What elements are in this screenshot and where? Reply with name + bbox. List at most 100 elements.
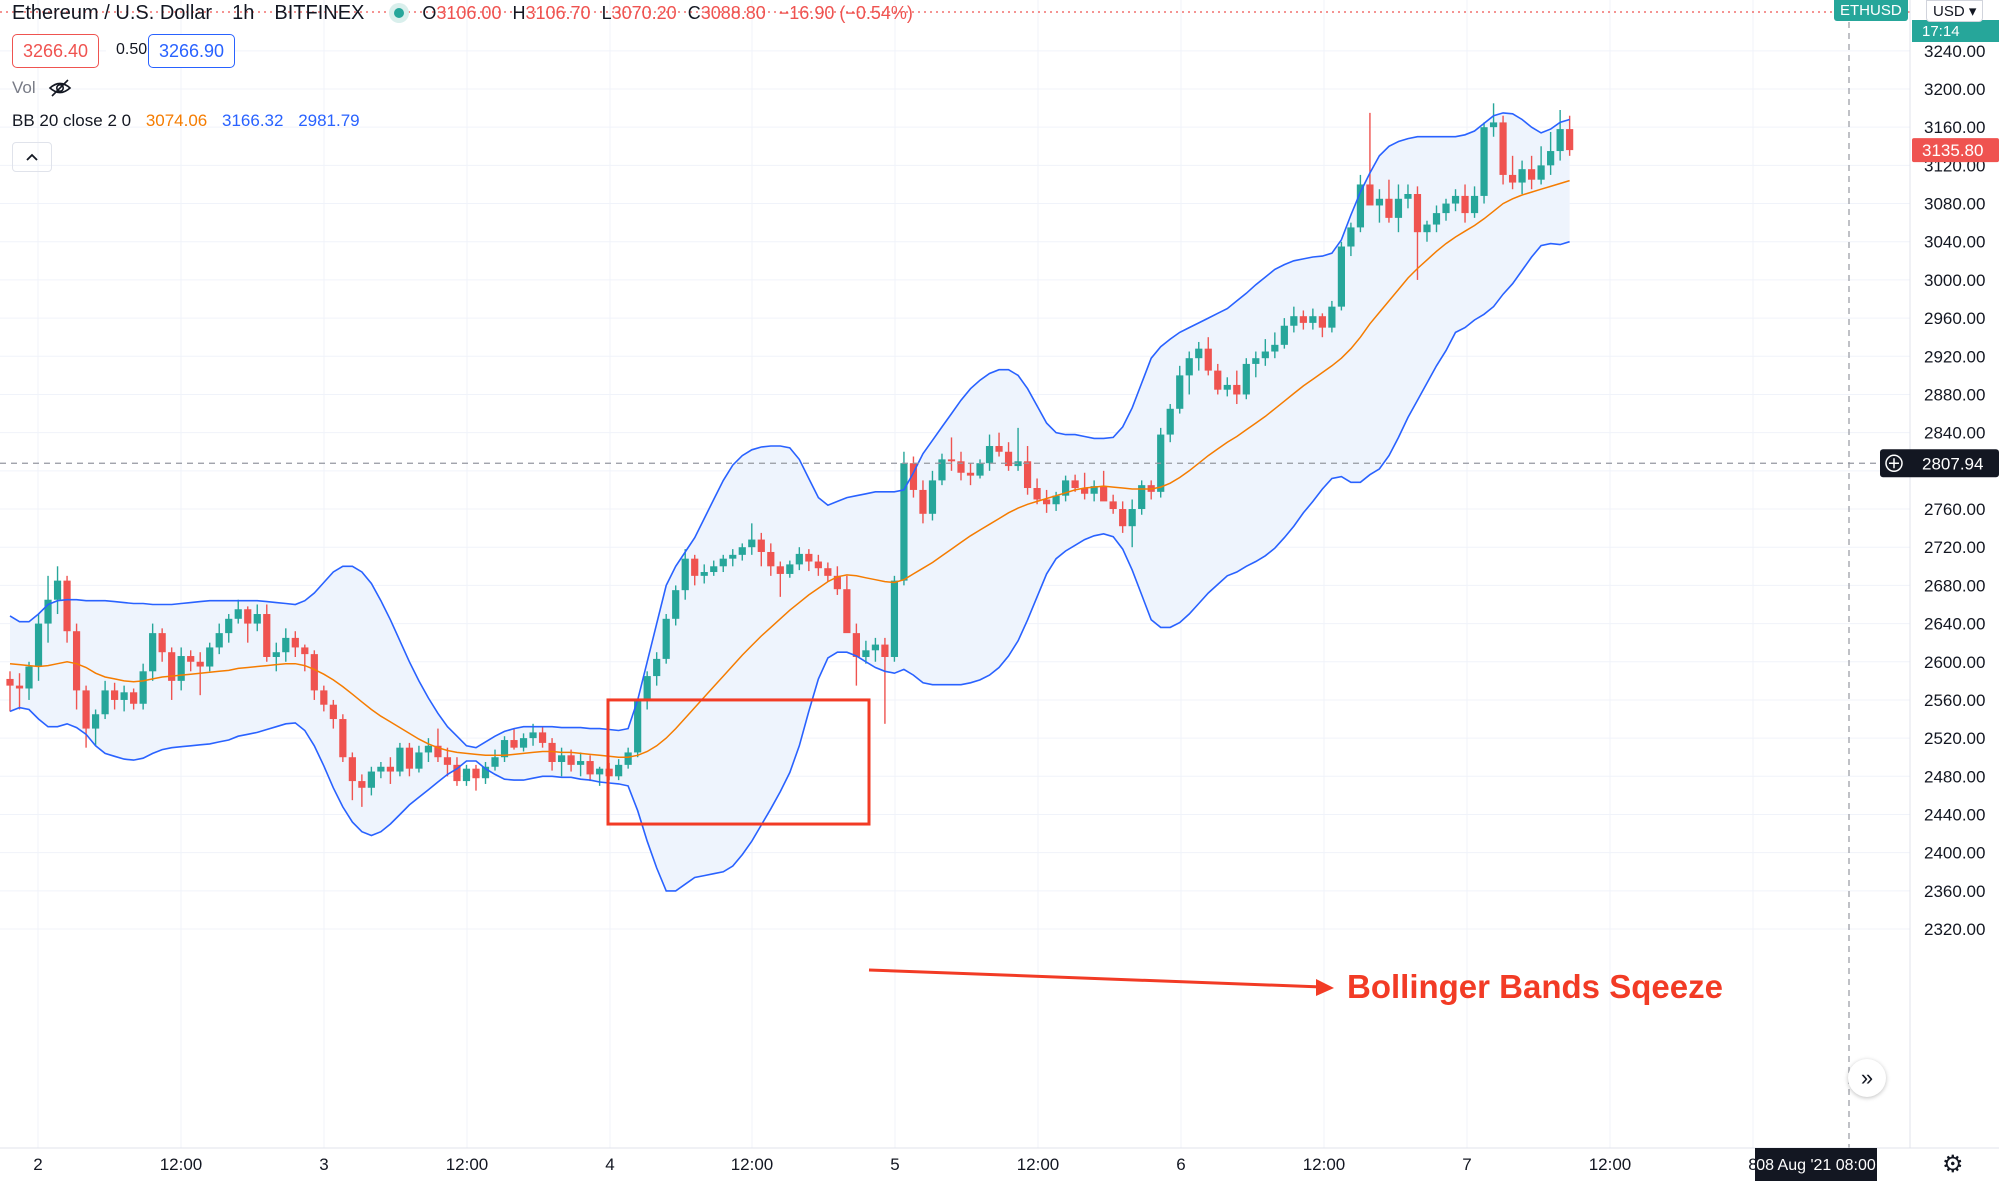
candle-body [624,752,632,765]
market-status-icon [394,8,405,18]
candle-body [1062,480,1070,496]
candle-body [995,446,1003,452]
gear-icon[interactable]: ⚙ [1942,1151,1964,1178]
candle-body [386,766,394,772]
candle-body [985,446,994,464]
candle-body [1356,184,1365,228]
candle-body [1176,375,1184,409]
candle-body [966,472,975,476]
candle-body [1204,348,1212,371]
candle-body [738,547,746,555]
candle-body [1252,358,1260,364]
candlesticks [6,103,1574,807]
candle-body [1385,198,1393,218]
chevron-up-icon [26,153,38,161]
candle-body [824,568,832,576]
collapse-legend-button[interactable] [12,142,52,172]
candle-body [719,558,727,567]
candle-body [158,633,166,653]
bollinger-legend[interactable]: BB 20 close 2 0 3074.06 3166.32 2981.79 [12,111,360,131]
time-tick-label: 8 [1748,1155,1757,1174]
candle-body [453,764,461,782]
candle-body [1547,151,1555,166]
candle-body [1033,488,1041,500]
candle-body [111,690,119,700]
candle-body [1280,325,1288,345]
candle-body [348,757,356,782]
candle-body [187,656,195,662]
candle-body [1489,122,1498,128]
candle-body [919,489,927,514]
volume-indicator[interactable]: Vol [12,78,72,98]
candle-body [481,766,490,779]
candle-body [557,755,566,762]
candle-body [1432,213,1441,225]
time-tick-label: 12:00 [1589,1155,1632,1174]
price-tick-label: 2920.00 [1924,347,1985,366]
candle-body [1499,122,1507,175]
ohlc-values: O3106.00 H3106.70 L3070.20 C3088.80 −16.… [422,2,913,23]
candle-body [177,656,185,681]
candle-body [405,747,414,769]
candle-body [909,463,918,490]
buy-price-button[interactable]: 3266.90 [148,34,236,68]
candle-body [168,652,176,681]
time-tick-label: 12:00 [446,1155,489,1174]
bb-middle-value: 3074.06 [145,111,208,130]
candle-body [1052,495,1060,505]
price-tick-label: 2560.00 [1924,691,1985,710]
candle-body [1128,509,1136,527]
time-tick-label: 12:00 [160,1155,203,1174]
candle-body [472,768,480,779]
candle-body [548,742,556,762]
price-tick-label: 3240.00 [1924,42,1985,61]
bb-lower-value: 2981.79 [298,111,360,130]
candle-body [767,551,775,567]
candle-body [329,704,337,720]
eye-off-icon[interactable] [48,78,72,98]
candle-body [843,589,851,634]
candle-body [72,631,81,691]
title-separator [220,2,224,25]
candle-body [1214,370,1222,390]
symbol-title[interactable]: Ethereum / U.S. Dollar [12,1,213,24]
price-axis[interactable]: 3240.003200.003160.003120.003080.003040.… [1880,0,1999,1148]
candle-body [1470,195,1479,214]
candle-body [15,685,24,689]
annotation-arrowhead [1316,979,1334,996]
price-tick-label: 2360.00 [1924,882,1985,901]
candle-body [196,661,204,667]
candle-body [1185,358,1193,376]
bb-upper-value: 3166.32 [222,111,284,130]
crosshair [0,0,1910,1148]
scroll-to-realtime-button[interactable]: » [1848,1059,1886,1097]
interval-label[interactable]: 1h [232,1,255,24]
price-tick-label: 3040.00 [1924,233,1985,252]
candle-body [1423,224,1431,233]
candle-body [1394,198,1403,218]
candle-body [320,690,328,705]
sell-price-button[interactable]: 3266.40 [12,34,100,68]
candle-body [596,768,604,775]
candle-body [852,633,860,657]
candle-body [1090,486,1098,494]
price-tick-label: 2720.00 [1924,538,1985,557]
candle-body [291,637,299,648]
candle-body [862,650,870,657]
candle-body [947,459,956,462]
candle-body [1366,184,1374,206]
last-price-badge [1912,138,1999,163]
candle-body [805,553,813,562]
currency-select[interactable]: USD ▾ [1926,0,1984,22]
candle-body [367,771,375,788]
candle-body [215,633,223,648]
candle-body [681,558,689,591]
time-tick-label: 3 [319,1155,328,1174]
price-tick-label: 3000.00 [1924,271,1985,290]
countdown-badge [1912,20,1999,42]
price-tick-label: 2640.00 [1924,615,1985,634]
candle-body [53,580,62,600]
time-axis[interactable]: 2 12:00 3 12:00 4 12:00 5 12:00 6 12:00 7 12:00 808 … [0,1147,1999,1181]
candle-body [415,752,423,769]
